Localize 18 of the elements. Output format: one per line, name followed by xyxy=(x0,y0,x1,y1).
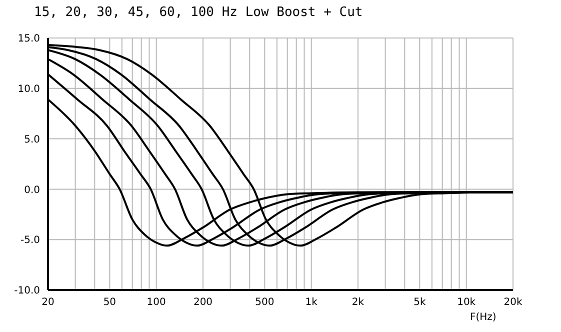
y-tick-label: 0.0 xyxy=(24,184,40,196)
x-tick-label: 20k xyxy=(504,297,522,308)
x-tick-label: 200 xyxy=(193,297,213,308)
x-tick-label: 100 xyxy=(146,297,166,308)
y-tick-label: -10.0 xyxy=(14,286,40,297)
y-tick-label: -5.0 xyxy=(20,235,40,246)
x-tick-label: 10k xyxy=(457,297,476,308)
x-axis-title: F(Hz) xyxy=(470,312,496,323)
y-tick-label: 5.0 xyxy=(24,134,40,146)
x-tick-label: 50 xyxy=(103,297,116,308)
x-tick-label: 500 xyxy=(255,297,274,308)
chart-title: 15, 20, 30, 45, 60, 100 Hz Low Boost + Cut xyxy=(34,5,363,20)
x-tick-label: 2k xyxy=(352,297,364,308)
y-tick-label: 10.0 xyxy=(18,84,40,95)
x-tick-label: 1k xyxy=(305,297,318,308)
x-tick-label: 20 xyxy=(42,297,54,308)
y-tick-label: 15.0 xyxy=(18,34,40,45)
x-tick-label: 5k xyxy=(414,297,426,308)
